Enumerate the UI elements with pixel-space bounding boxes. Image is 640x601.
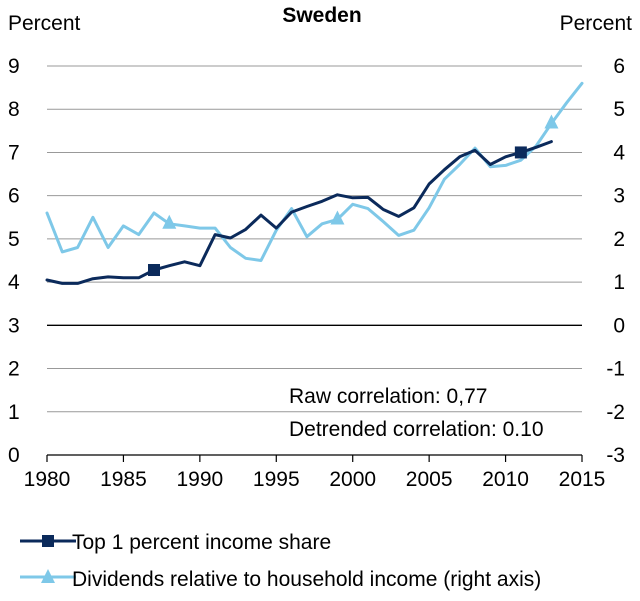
detrended-correlation-annotation: Detrended correlation: 0.10: [289, 418, 544, 441]
x-axis-ticks: 1980 1985 1990 1995 2000 2005 2010 2015: [24, 455, 606, 491]
left-tick-label: 7: [8, 141, 20, 164]
right-axis-label: Percent: [560, 12, 633, 35]
dividends-marker: [330, 210, 345, 225]
right-tick-label: 4: [613, 141, 625, 164]
legend-dividends-label: Dividends relative to household income (…: [72, 568, 541, 591]
right-tick-label: 0: [613, 314, 625, 337]
left-tick-label: 1: [8, 401, 20, 424]
right-tick-label: -2: [606, 401, 625, 424]
left-tick-label: 4: [8, 271, 20, 294]
top1-share-marker: [514, 146, 527, 159]
x-tick-label: 1980: [24, 468, 71, 491]
legend-dividends-marker: [41, 569, 55, 583]
left-tick-label: 5: [8, 228, 20, 251]
left-axis-label: Percent: [8, 12, 81, 35]
dividends-marker: [544, 114, 559, 129]
legend-top1-label: Top 1 percent income share: [72, 531, 331, 554]
x-tick-label: 2010: [482, 468, 529, 491]
right-tick-label: 3: [613, 185, 625, 208]
right-axis-ticks: -3 -2 -1 0 1 2 3 4 5 6: [606, 55, 625, 467]
x-tick-label: 1995: [253, 468, 300, 491]
left-tick-label: 2: [8, 358, 20, 381]
right-tick-label: 6: [613, 55, 625, 78]
right-tick-label: -3: [606, 444, 625, 467]
right-tick-label: 1: [613, 271, 625, 294]
x-tick-label: 2015: [559, 468, 606, 491]
top1-share-marker: [148, 264, 160, 277]
raw-correlation-annotation: Raw correlation: 0,77: [289, 385, 487, 408]
dividends-line: [45, 81, 584, 262]
chart-title: Sweden: [282, 4, 361, 27]
left-tick-label: 6: [8, 185, 20, 208]
gridlines: [47, 65, 582, 456]
right-tick-label: -1: [606, 358, 625, 381]
x-tick-label: 2005: [406, 468, 453, 491]
left-tick-label: 3: [8, 314, 20, 337]
dividends-marker: [162, 214, 177, 229]
left-tick-label: 9: [8, 55, 20, 78]
x-tick-label: 1990: [176, 468, 223, 491]
legend-top1-marker: [42, 535, 54, 547]
legend: Top 1 percent income share Dividends rel…: [20, 531, 541, 591]
right-tick-label: 2: [613, 228, 625, 251]
top1-share-line: [45, 140, 553, 285]
left-tick-label: 8: [8, 98, 20, 121]
left-tick-label: 0: [8, 444, 20, 467]
x-tick-label: 1985: [100, 468, 147, 491]
x-tick-label: 2000: [329, 468, 376, 491]
series-group: [45, 81, 584, 285]
left-axis-ticks: 0 1 2 3 4 5 6 7 8 9: [8, 55, 20, 467]
right-tick-label: 5: [613, 98, 625, 121]
